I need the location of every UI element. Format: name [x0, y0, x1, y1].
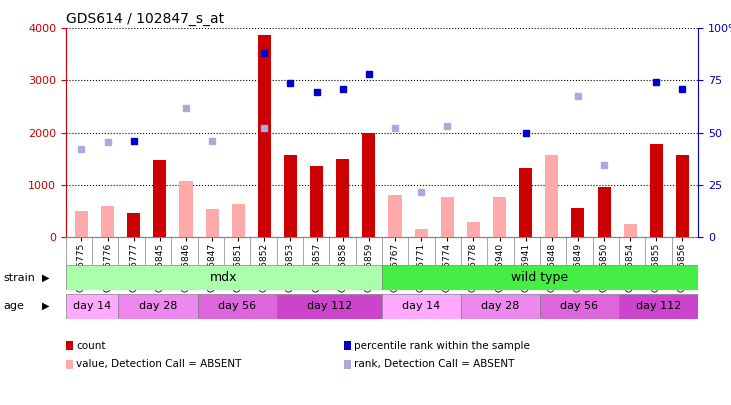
- Bar: [179, 181, 192, 237]
- Bar: [101, 206, 114, 237]
- Text: day 14: day 14: [73, 301, 111, 311]
- Bar: [66, 265, 382, 290]
- Text: mdx: mdx: [210, 271, 238, 284]
- Bar: [572, 208, 585, 237]
- Text: percentile rank within the sample: percentile rank within the sample: [354, 341, 530, 351]
- Bar: [66, 294, 118, 319]
- Bar: [75, 211, 88, 237]
- Bar: [493, 197, 506, 237]
- Bar: [205, 209, 219, 237]
- Bar: [388, 195, 401, 237]
- Bar: [414, 229, 428, 237]
- Bar: [363, 133, 376, 237]
- Bar: [467, 222, 480, 237]
- Bar: [540, 294, 619, 319]
- Bar: [650, 144, 663, 237]
- Bar: [519, 168, 532, 237]
- Text: value, Detection Call = ABSENT: value, Detection Call = ABSENT: [76, 359, 241, 369]
- Bar: [619, 294, 698, 319]
- Bar: [258, 35, 271, 237]
- Text: day 56: day 56: [218, 301, 256, 311]
- Bar: [127, 213, 140, 237]
- Text: day 28: day 28: [139, 301, 177, 311]
- Bar: [676, 155, 689, 237]
- Text: ▶: ▶: [42, 301, 50, 311]
- Bar: [545, 155, 558, 237]
- Text: day 14: day 14: [402, 301, 441, 311]
- Bar: [336, 159, 349, 237]
- Bar: [154, 160, 167, 237]
- Bar: [461, 294, 540, 319]
- Bar: [232, 204, 245, 237]
- Text: age: age: [4, 301, 25, 311]
- Text: day 28: day 28: [481, 301, 520, 311]
- Bar: [382, 294, 461, 319]
- Text: rank, Detection Call = ABSENT: rank, Detection Call = ABSENT: [354, 359, 514, 369]
- Text: day 56: day 56: [561, 301, 599, 311]
- Text: day 112: day 112: [306, 301, 352, 311]
- Text: count: count: [76, 341, 105, 351]
- Bar: [382, 265, 698, 290]
- Bar: [597, 188, 610, 237]
- Bar: [624, 224, 637, 237]
- Bar: [276, 294, 382, 319]
- Bar: [197, 294, 276, 319]
- Bar: [441, 197, 454, 237]
- Text: day 112: day 112: [636, 301, 681, 311]
- Bar: [310, 166, 323, 237]
- Text: ▶: ▶: [42, 273, 50, 283]
- Bar: [284, 155, 297, 237]
- Bar: [118, 294, 197, 319]
- Text: strain: strain: [4, 273, 36, 283]
- Text: wild type: wild type: [512, 271, 569, 284]
- Text: GDS614 / 102847_s_at: GDS614 / 102847_s_at: [66, 12, 224, 26]
